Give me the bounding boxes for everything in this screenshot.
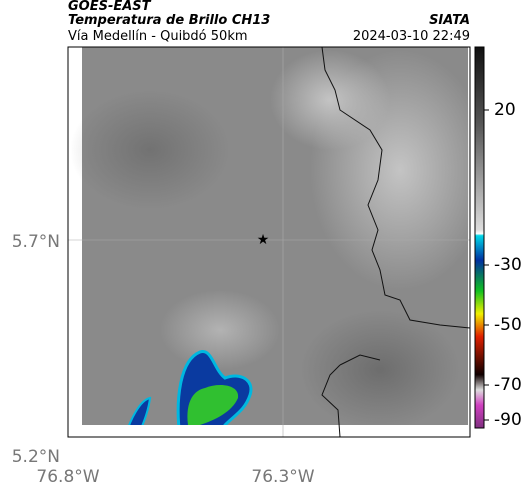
product: Temperatura de Brillo CH13 <box>68 13 270 28</box>
colorbar-tick-label: -70 <box>494 375 522 395</box>
colorbar-tick-label: 20 <box>494 100 516 120</box>
region: Vía Medellín - Quibdó 50km <box>68 29 248 44</box>
svg-text:★: ★ <box>257 232 270 248</box>
colorbar-tick-label: -30 <box>494 255 522 275</box>
satellite: GOES-EAST <box>68 0 152 14</box>
lon-label: 76.8°W <box>36 467 99 487</box>
colorbar-tick-label: -50 <box>494 315 522 335</box>
datetime: 2024-03-10 22:49 <box>353 29 470 44</box>
lon-label: 76.3°W <box>251 467 314 487</box>
lat-label: 5.2°N <box>12 447 60 467</box>
satellite-image: ★ <box>68 47 470 437</box>
map-frame <box>67 46 471 438</box>
source: SIATA <box>429 13 470 28</box>
colorbar-tick-label: -90 <box>494 410 522 430</box>
lat-label: 5.7°N <box>12 232 60 252</box>
colorbar <box>474 46 485 429</box>
colorbar-ticks: 20 -30 -50 -70 -90 <box>484 100 522 430</box>
